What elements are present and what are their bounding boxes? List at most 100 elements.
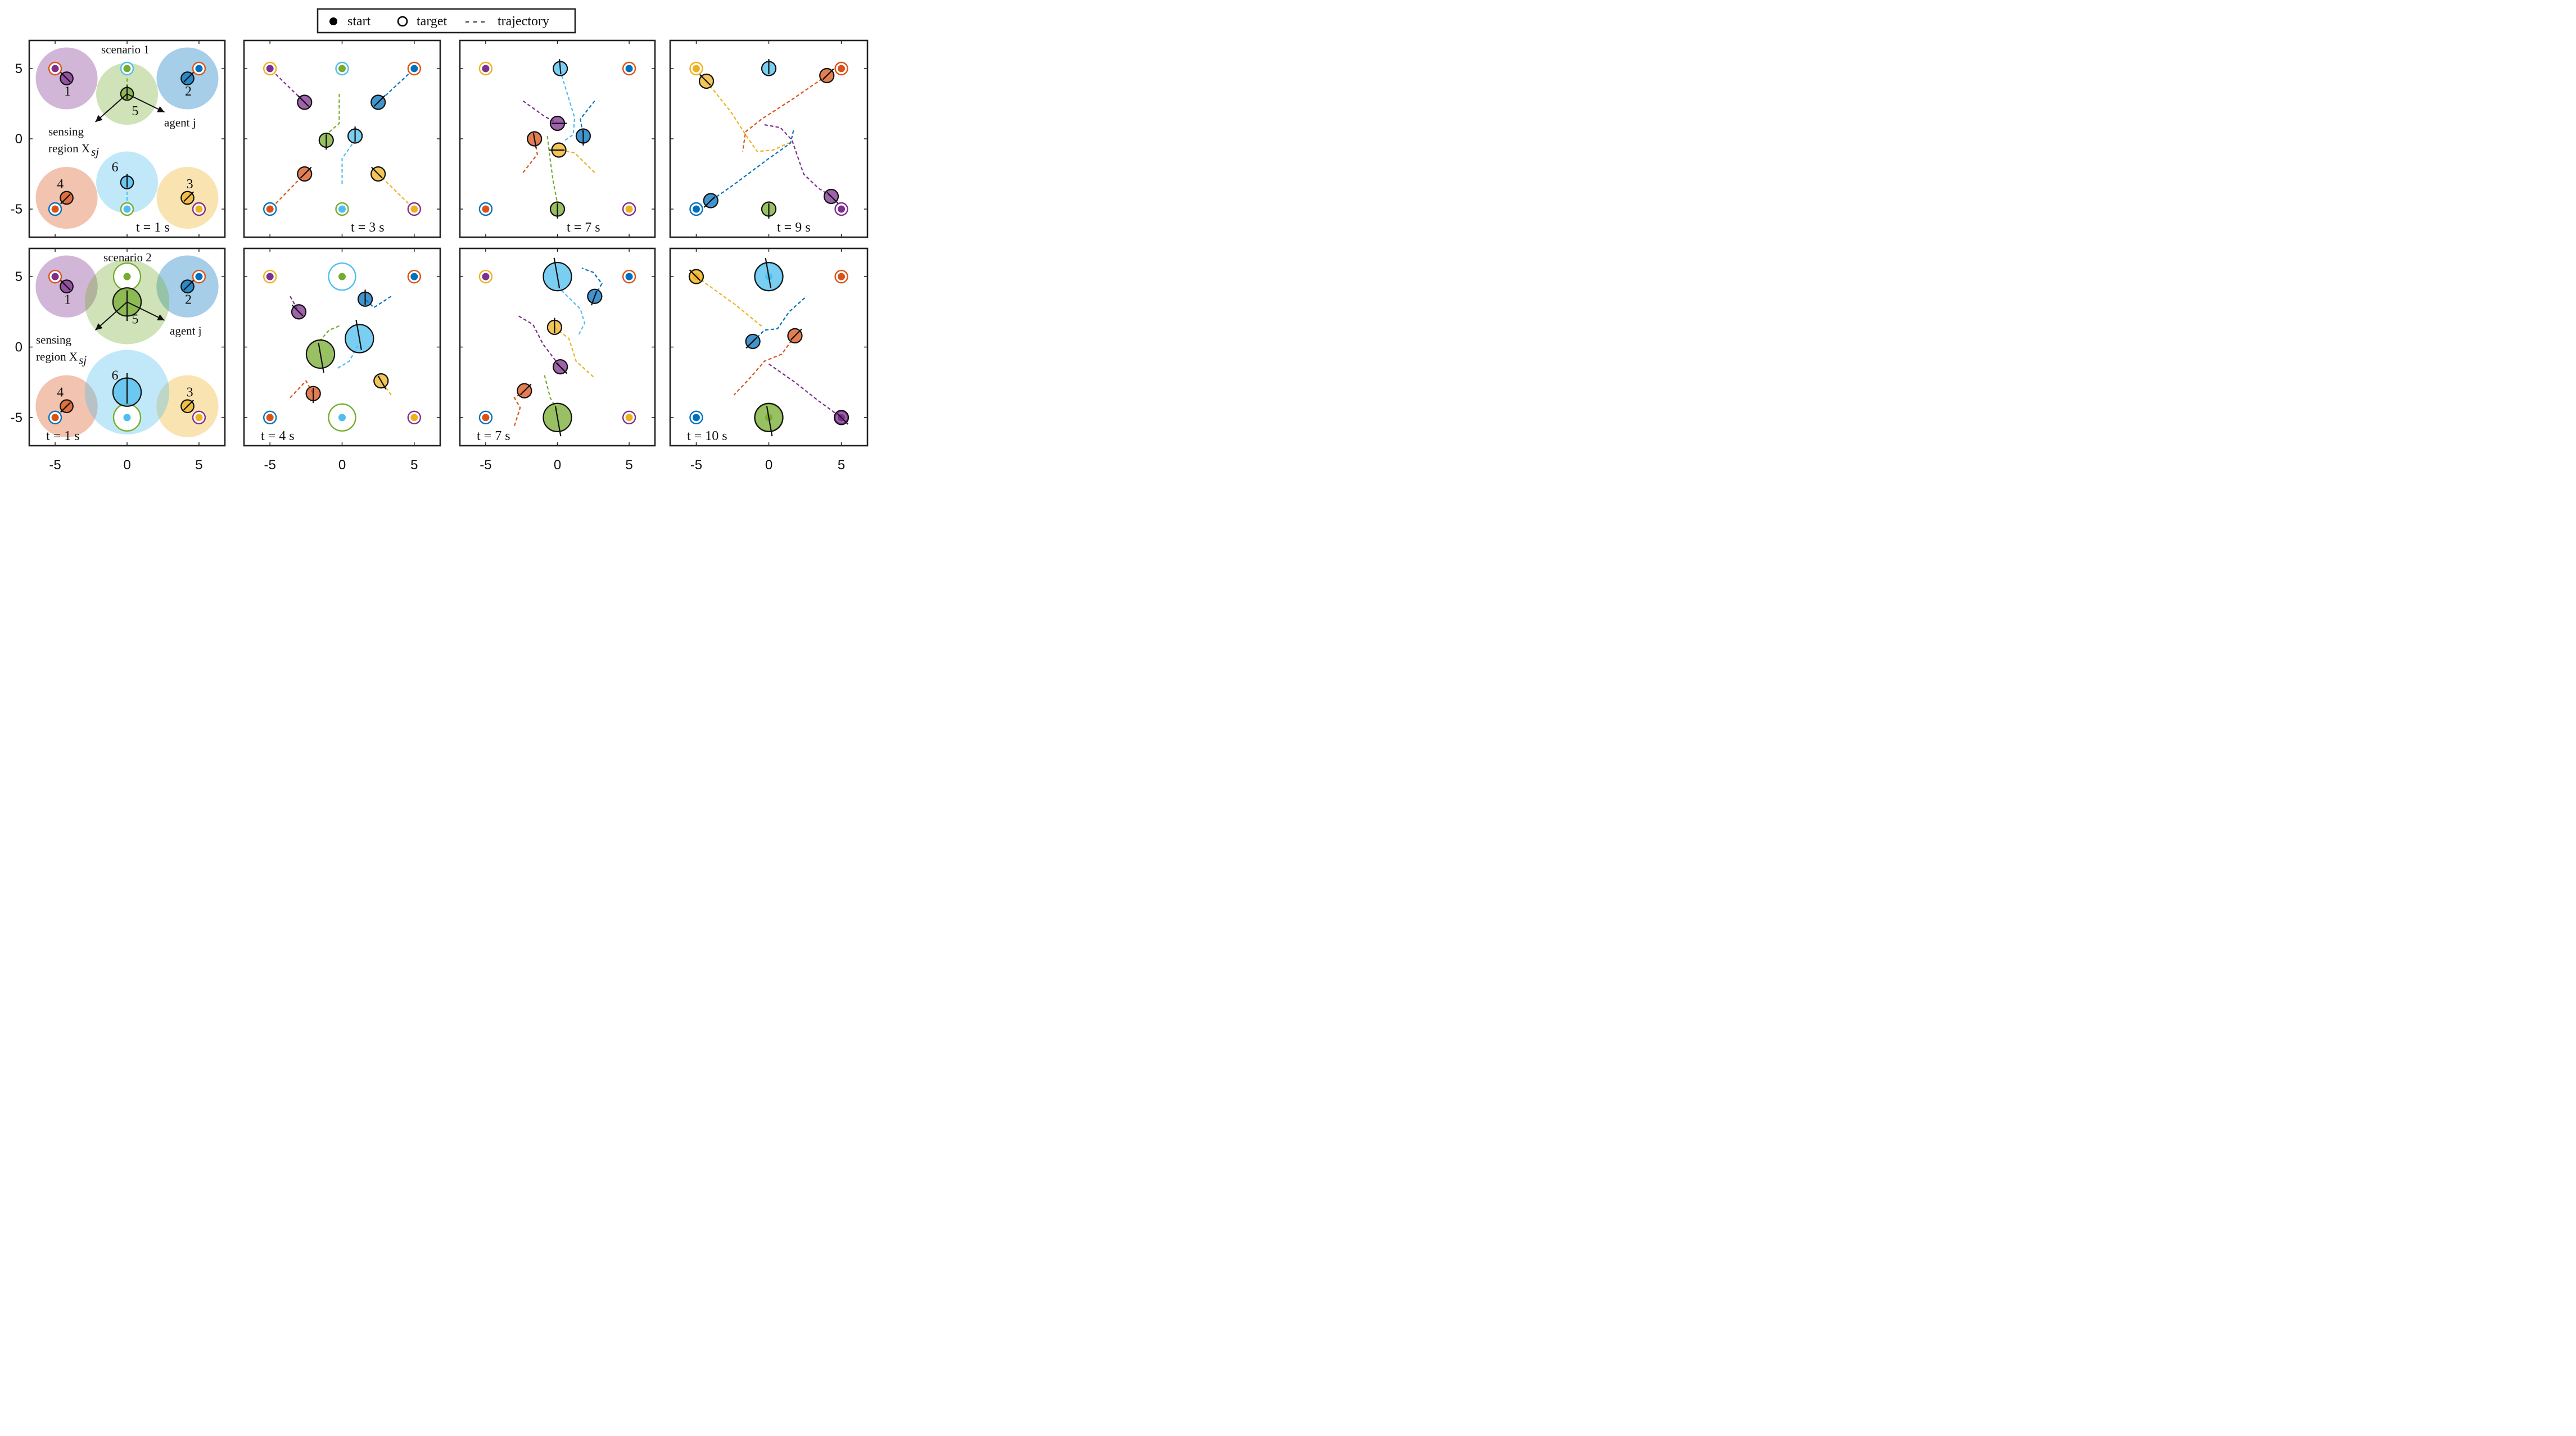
time-label: t = 4 s <box>261 429 295 443</box>
sensing-arrow-head <box>95 115 103 122</box>
start-dot-agent-4 <box>838 273 846 280</box>
heading-agent-4 <box>60 193 71 205</box>
agent-number-6: 6 <box>112 369 119 383</box>
panel-3: t = 7 s <box>459 39 656 238</box>
agent-number-4: 4 <box>57 177 64 192</box>
start-dot-agent-5 <box>123 273 131 280</box>
heading-agent-6 <box>765 257 772 288</box>
agent-number-6: 6 <box>112 160 119 175</box>
heading-agent-6 <box>553 257 561 288</box>
trajectory-agent-6 <box>337 342 360 369</box>
time-label: t = 9 s <box>777 220 811 235</box>
x-tick-label: 0 <box>765 457 772 473</box>
trajectory-agent-4 <box>733 335 796 396</box>
legend-start-label: start <box>347 14 371 29</box>
time-label: t = 1 s <box>46 429 80 443</box>
sensing-arrow-head <box>95 323 103 330</box>
scenario-label: scenario 1 <box>101 43 150 56</box>
start-dot-agent-2 <box>625 273 633 280</box>
start-dot-agent-4 <box>482 205 490 213</box>
heading-agent-2 <box>703 196 716 208</box>
heading-agent-2 <box>745 337 758 349</box>
agent-number-2: 2 <box>185 84 192 99</box>
heading-agent-4 <box>60 402 71 413</box>
sensing-arrow <box>95 93 128 123</box>
trajectory-agent-4 <box>742 75 828 152</box>
start-dot-agent-2 <box>692 205 700 213</box>
start-dot-agent-6 <box>338 414 346 422</box>
x-tick-label: 0 <box>123 457 130 473</box>
start-dot-agent-4 <box>51 205 59 213</box>
trajectory-agent-4 <box>522 138 538 173</box>
start-dot-agent-3 <box>195 414 203 422</box>
agent-number-3: 3 <box>187 386 193 400</box>
agent-number-5: 5 <box>132 104 138 119</box>
x-tick-label: 5 <box>625 457 632 473</box>
trajectory-agent-1 <box>764 124 832 197</box>
agent-j-label: agent j <box>164 116 196 129</box>
trajectory-agent-1 <box>518 315 561 368</box>
agent-number-2: 2 <box>185 292 192 307</box>
trajectory-agent-2 <box>752 296 807 342</box>
trajectory-agent-3 <box>695 276 763 328</box>
start-dot-agent-5 <box>123 65 131 73</box>
trajectory-agent-5 <box>320 325 340 341</box>
panel-6: t = 4 s <box>243 247 441 447</box>
legend-box <box>317 8 576 34</box>
trajectory-agent-5 <box>544 375 558 411</box>
y-tick-label: 0 <box>15 340 22 355</box>
start-dot-agent-2 <box>410 65 418 73</box>
sensing-label-subscript: sj <box>79 353 87 366</box>
x-tick-label: 0 <box>338 457 346 473</box>
agent-j-arrow-head <box>157 106 165 112</box>
trajectory-agent-3 <box>554 327 595 379</box>
legend-target-label: target <box>417 14 448 29</box>
trajectory-agent-6 <box>561 75 576 142</box>
legend: start target - - - trajectory <box>317 8 576 34</box>
legend-target-marker <box>397 16 408 27</box>
agent-number-3: 3 <box>187 177 193 192</box>
start-dot-agent-4 <box>266 205 274 213</box>
heading-agent-1 <box>826 192 839 204</box>
start-dot-agent-1 <box>266 65 274 73</box>
agent-number-4: 4 <box>57 386 64 400</box>
start-dot-agent-3 <box>625 205 633 213</box>
heading-agent-2 <box>373 95 386 107</box>
sensing-arrow <box>95 301 128 331</box>
x-tick-label: -5 <box>49 457 61 473</box>
heading-agent-4 <box>532 133 537 148</box>
agent-number-1: 1 <box>64 84 71 99</box>
heading-agent-5 <box>318 342 324 373</box>
heading-agent-3 <box>377 375 387 389</box>
heading-agent-4 <box>300 166 312 179</box>
heading-agent-3 <box>183 400 195 411</box>
sensing-label-line1: sensing <box>48 125 84 138</box>
trajectory-agent-4 <box>290 379 314 398</box>
heading-agent-3 <box>183 191 194 202</box>
time-label: t = 7 s <box>567 220 600 235</box>
agent-j-arrow <box>126 93 165 113</box>
y-tick-label: -5 <box>11 202 22 217</box>
trajectory-agent-2 <box>710 130 794 201</box>
sensing-label-line2: region X <box>48 142 90 155</box>
y-tick-label: 5 <box>15 61 22 76</box>
start-dot-agent-6 <box>338 205 346 213</box>
x-tick-label: 5 <box>838 457 845 473</box>
axes: -5 0 5 -5 0 5 -5 0 5 -5 0 5 -5 0 5 -5 0 5 <box>11 61 846 473</box>
start-dot-agent-3 <box>195 205 203 213</box>
start-dot-agent-5 <box>338 273 346 280</box>
sensing-label-line2: region X <box>36 350 78 363</box>
panel-8: t = 10 s <box>669 247 869 447</box>
time-label: t = 7 s <box>477 429 510 443</box>
start-dot-agent-3 <box>410 414 418 422</box>
start-dot-agent-3 <box>692 65 700 73</box>
heading-agent-1 <box>60 280 71 291</box>
x-tick-label: 5 <box>410 457 418 473</box>
legend-trajectory-dashes: - - - <box>465 14 485 29</box>
heading-agent-1 <box>297 95 309 107</box>
trajectory-agent-1 <box>768 363 842 418</box>
agent-number-5: 5 <box>132 312 138 327</box>
trajectory-agent-6 <box>341 139 356 184</box>
